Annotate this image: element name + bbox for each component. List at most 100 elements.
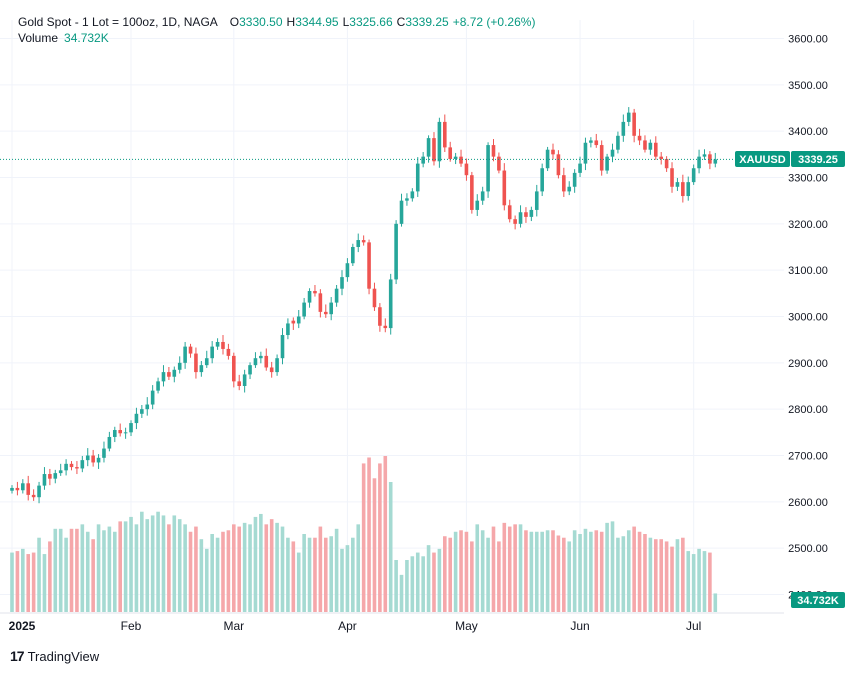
candle-body	[616, 135, 620, 150]
candle	[437, 117, 442, 168]
last-price-tag-value: 3339.25	[798, 154, 838, 166]
volume-bar	[432, 552, 436, 612]
candle	[372, 282, 377, 311]
volume-bar	[10, 552, 14, 612]
volume-bar	[26, 554, 31, 612]
volume-bar	[383, 456, 388, 612]
candle	[572, 169, 577, 193]
candle	[156, 377, 160, 394]
volume-bar	[497, 541, 501, 612]
candle-body	[264, 355, 269, 368]
volume-bar	[470, 541, 474, 612]
candle-body	[102, 448, 106, 458]
candle	[443, 114, 447, 153]
candle-body	[524, 212, 528, 217]
volume-bar	[280, 526, 285, 612]
price-axis[interactable]: 3600.00 3500.00 3400.00 3300.00 3200.00 3100.…	[788, 34, 828, 602]
candle-body	[134, 413, 139, 424]
candle	[632, 108, 636, 143]
volume-bar	[643, 534, 647, 612]
candle	[318, 289, 323, 318]
volume-bars	[10, 456, 718, 612]
candle	[475, 194, 480, 216]
volume-bar	[53, 528, 58, 612]
volume-value: 34.732K	[64, 31, 109, 45]
candle-body	[75, 467, 79, 469]
candle	[426, 135, 431, 163]
candle	[85, 448, 90, 467]
candle	[118, 423, 122, 437]
candle	[161, 365, 166, 387]
volume-bar	[91, 539, 95, 612]
candle-body	[459, 156, 463, 164]
candle-body	[594, 140, 599, 146]
candle-body	[621, 121, 626, 136]
volume-bar	[653, 539, 658, 612]
candle-body	[437, 121, 442, 162]
candle-body	[286, 323, 290, 336]
volume-bar	[556, 535, 561, 612]
volume-bar	[686, 551, 691, 612]
candle	[313, 284, 317, 297]
volume-bar	[443, 536, 447, 612]
volume-bar	[58, 528, 63, 612]
candle	[378, 303, 382, 332]
candle-body	[378, 307, 382, 326]
volume-bar	[648, 537, 653, 612]
volume-bar	[194, 526, 198, 612]
candle-body	[323, 311, 328, 315]
candle-body	[280, 335, 285, 359]
candle	[291, 317, 296, 330]
volume-bar	[637, 531, 642, 612]
volume-bar	[31, 552, 36, 612]
candle	[302, 297, 306, 320]
candle	[605, 153, 609, 174]
volume-bar	[156, 511, 160, 612]
price-tick-label: 2500.00	[788, 543, 828, 555]
volume-bar	[453, 531, 458, 612]
candle	[367, 239, 371, 295]
tradingview-attribution[interactable]: 17 TradingView	[10, 648, 99, 664]
candle-body	[318, 293, 323, 312]
candle	[145, 397, 150, 416]
candle	[226, 343, 231, 360]
volume-label[interactable]: Volume	[18, 31, 59, 45]
volume-bar	[681, 537, 685, 612]
volume-bar	[75, 528, 79, 612]
candle	[242, 369, 247, 393]
volume-bar	[334, 528, 339, 612]
volume-bar	[702, 551, 707, 612]
candle-body	[518, 212, 523, 224]
symbol-title[interactable]: Gold Spot - 1 Lot = 100oz, 1D, NAGA	[18, 15, 218, 29]
candle	[107, 431, 112, 452]
candle	[204, 350, 209, 368]
candle	[280, 328, 285, 365]
candle	[129, 420, 133, 437]
candle-body	[626, 112, 631, 122]
candle-body	[653, 142, 658, 157]
volume-bar	[199, 539, 204, 612]
candle	[351, 243, 355, 266]
candle-body	[361, 240, 366, 243]
volume-bar	[107, 526, 112, 612]
volume-bar	[583, 528, 588, 612]
time-axis[interactable]: 2025 Feb Mar Apr May Jun Jul	[9, 619, 702, 633]
candle	[323, 304, 328, 318]
candle	[556, 150, 561, 179]
volume-bar	[221, 531, 225, 612]
candle	[470, 171, 474, 214]
candle-body	[156, 381, 160, 391]
volume-tag: 34.732K	[791, 592, 845, 608]
candle-body	[399, 200, 404, 224]
candle-body	[686, 182, 691, 197]
candle-body	[367, 242, 371, 289]
candle	[616, 131, 620, 154]
candle	[167, 367, 171, 380]
volume-bar	[610, 521, 615, 612]
candle	[307, 288, 312, 308]
candle	[626, 107, 631, 127]
volume-bar	[204, 548, 209, 612]
candle-body	[697, 156, 701, 169]
candle-body	[291, 320, 296, 324]
